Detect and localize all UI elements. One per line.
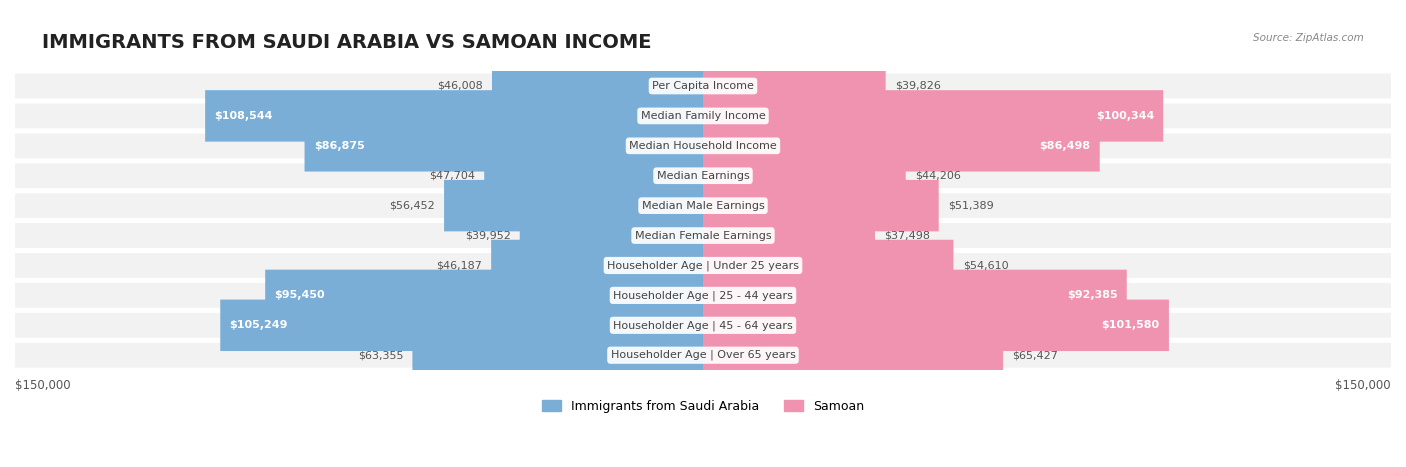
Text: Median Household Income: Median Household Income — [628, 141, 778, 151]
Text: Median Female Earnings: Median Female Earnings — [634, 231, 772, 241]
Text: $63,355: $63,355 — [357, 350, 404, 360]
Text: Householder Age | 25 - 44 years: Householder Age | 25 - 44 years — [613, 290, 793, 301]
Text: Householder Age | Over 65 years: Householder Age | Over 65 years — [610, 350, 796, 361]
Text: $86,875: $86,875 — [314, 141, 364, 151]
FancyBboxPatch shape — [703, 210, 875, 262]
Text: $44,206: $44,206 — [915, 171, 960, 181]
FancyBboxPatch shape — [703, 90, 1163, 142]
Text: $101,580: $101,580 — [1102, 320, 1160, 330]
FancyBboxPatch shape — [492, 60, 703, 112]
FancyBboxPatch shape — [15, 313, 1391, 338]
Text: $150,000: $150,000 — [15, 379, 70, 392]
FancyBboxPatch shape — [703, 330, 1002, 381]
FancyBboxPatch shape — [703, 240, 953, 291]
FancyBboxPatch shape — [15, 283, 1391, 308]
FancyBboxPatch shape — [15, 343, 1391, 368]
FancyBboxPatch shape — [444, 180, 703, 231]
FancyBboxPatch shape — [703, 120, 1099, 171]
Text: $51,389: $51,389 — [948, 201, 994, 211]
FancyBboxPatch shape — [15, 193, 1391, 218]
Text: $37,498: $37,498 — [884, 231, 931, 241]
Text: $86,498: $86,498 — [1039, 141, 1091, 151]
FancyBboxPatch shape — [15, 253, 1391, 278]
Text: $39,952: $39,952 — [465, 231, 510, 241]
Text: $46,187: $46,187 — [436, 261, 482, 270]
Text: Householder Age | Under 25 years: Householder Age | Under 25 years — [607, 260, 799, 271]
Text: $100,344: $100,344 — [1095, 111, 1154, 121]
Text: $105,249: $105,249 — [229, 320, 288, 330]
Text: $150,000: $150,000 — [1336, 379, 1391, 392]
FancyBboxPatch shape — [221, 299, 703, 351]
FancyBboxPatch shape — [703, 269, 1126, 321]
Text: Median Male Earnings: Median Male Earnings — [641, 201, 765, 211]
FancyBboxPatch shape — [15, 223, 1391, 248]
Text: $54,610: $54,610 — [963, 261, 1008, 270]
Text: IMMIGRANTS FROM SAUDI ARABIA VS SAMOAN INCOME: IMMIGRANTS FROM SAUDI ARABIA VS SAMOAN I… — [42, 33, 651, 52]
Text: Median Family Income: Median Family Income — [641, 111, 765, 121]
FancyBboxPatch shape — [484, 150, 703, 201]
Text: $46,008: $46,008 — [437, 81, 482, 91]
FancyBboxPatch shape — [703, 150, 905, 201]
Text: $95,450: $95,450 — [274, 290, 325, 300]
FancyBboxPatch shape — [703, 60, 886, 112]
FancyBboxPatch shape — [15, 104, 1391, 128]
FancyBboxPatch shape — [412, 330, 703, 381]
Text: $108,544: $108,544 — [214, 111, 273, 121]
FancyBboxPatch shape — [703, 180, 939, 231]
FancyBboxPatch shape — [15, 134, 1391, 158]
FancyBboxPatch shape — [205, 90, 703, 142]
Text: $65,427: $65,427 — [1012, 350, 1059, 360]
Text: $47,704: $47,704 — [429, 171, 475, 181]
Text: Source: ZipAtlas.com: Source: ZipAtlas.com — [1253, 33, 1364, 42]
FancyBboxPatch shape — [266, 269, 703, 321]
FancyBboxPatch shape — [305, 120, 703, 171]
FancyBboxPatch shape — [703, 299, 1168, 351]
FancyBboxPatch shape — [520, 210, 703, 262]
FancyBboxPatch shape — [15, 163, 1391, 188]
Text: $92,385: $92,385 — [1067, 290, 1118, 300]
FancyBboxPatch shape — [15, 74, 1391, 99]
Text: $56,452: $56,452 — [389, 201, 434, 211]
Text: Per Capita Income: Per Capita Income — [652, 81, 754, 91]
Text: Median Earnings: Median Earnings — [657, 171, 749, 181]
FancyBboxPatch shape — [491, 240, 703, 291]
Text: Householder Age | 45 - 64 years: Householder Age | 45 - 64 years — [613, 320, 793, 331]
Legend: Immigrants from Saudi Arabia, Samoan: Immigrants from Saudi Arabia, Samoan — [537, 395, 869, 418]
Text: $39,826: $39,826 — [894, 81, 941, 91]
